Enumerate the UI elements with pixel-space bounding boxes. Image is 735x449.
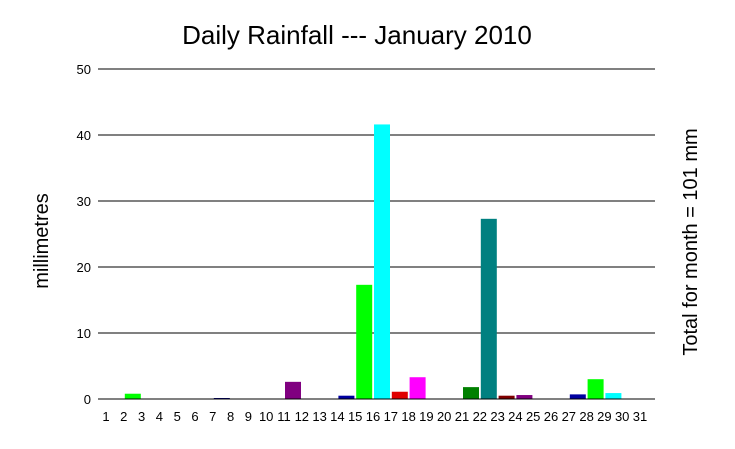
y-axis-label: millimetres bbox=[31, 193, 53, 289]
x-tick-label: 18 bbox=[401, 409, 415, 424]
bar-day-29 bbox=[605, 393, 622, 399]
bar-day-21 bbox=[463, 387, 479, 399]
x-tick-label: 20 bbox=[437, 409, 451, 424]
bar-day-23 bbox=[498, 395, 515, 399]
x-tick-label: 29 bbox=[597, 409, 611, 424]
x-tick-label: 24 bbox=[508, 409, 522, 424]
x-tick-label: 23 bbox=[490, 409, 504, 424]
y-tick-label: 40 bbox=[77, 128, 91, 143]
x-tick-label: 28 bbox=[579, 409, 593, 424]
x-tick-label: 15 bbox=[348, 409, 362, 424]
x-tick-label: 17 bbox=[384, 409, 398, 424]
x-tick-label: 21 bbox=[455, 409, 469, 424]
x-tick-label: 12 bbox=[295, 409, 309, 424]
bar-day-18 bbox=[409, 377, 426, 399]
x-tick-label: 26 bbox=[544, 409, 558, 424]
bar-day-28 bbox=[587, 379, 604, 399]
x-tick-label: 2 bbox=[120, 409, 127, 424]
x-tick-label: 13 bbox=[312, 409, 326, 424]
bar-day-22 bbox=[480, 218, 497, 399]
bar-day-11 bbox=[285, 381, 301, 399]
y-tick-label: 10 bbox=[77, 326, 91, 341]
x-tick-label: 27 bbox=[562, 409, 576, 424]
bars bbox=[124, 124, 622, 399]
y-tick-label: 0 bbox=[84, 392, 91, 407]
y-tick-label: 30 bbox=[77, 194, 91, 209]
x-tick-label: 1 bbox=[102, 409, 109, 424]
x-tick-label: 8 bbox=[227, 409, 234, 424]
x-tick-label: 4 bbox=[156, 409, 163, 424]
x-tick-label: 30 bbox=[615, 409, 629, 424]
x-tick-label: 19 bbox=[419, 409, 433, 424]
bar-day-2 bbox=[124, 393, 141, 399]
monthly-total-label: Total for month = 101 mm bbox=[680, 128, 702, 355]
x-tick-label: 10 bbox=[259, 409, 273, 424]
x-tick-label: 16 bbox=[366, 409, 380, 424]
x-tick-label: 6 bbox=[191, 409, 198, 424]
bar-day-27 bbox=[569, 394, 586, 399]
bar-day-14 bbox=[338, 395, 355, 399]
x-tick-label: 14 bbox=[330, 409, 344, 424]
x-tick-label: 5 bbox=[174, 409, 181, 424]
x-tick-label: 11 bbox=[277, 409, 291, 424]
x-tick-label: 25 bbox=[526, 409, 540, 424]
bar-day-17 bbox=[391, 391, 408, 399]
x-tick-labels: 1 2 3 4 5 6 7 8 9 10 11 12 13 14 15 16 17 18 19 20 21 22 23 24 2… bbox=[102, 409, 647, 424]
bar-day-16 bbox=[374, 124, 390, 399]
x-tick-label: 9 bbox=[245, 409, 252, 424]
bar-day-24 bbox=[516, 395, 533, 399]
y-tick-label: 50 bbox=[77, 62, 91, 77]
x-tick-label: 22 bbox=[473, 409, 487, 424]
bar-day-15 bbox=[356, 284, 373, 399]
x-tick-label: 3 bbox=[138, 409, 145, 424]
chart-title: Daily Rainfall --- January 2010 bbox=[182, 20, 532, 50]
x-tick-label: 7 bbox=[209, 409, 216, 424]
y-tick-label: 20 bbox=[77, 260, 91, 275]
x-tick-label: 31 bbox=[633, 409, 647, 424]
y-tick-labels: 0 10 20 30 40 50 bbox=[77, 62, 91, 407]
